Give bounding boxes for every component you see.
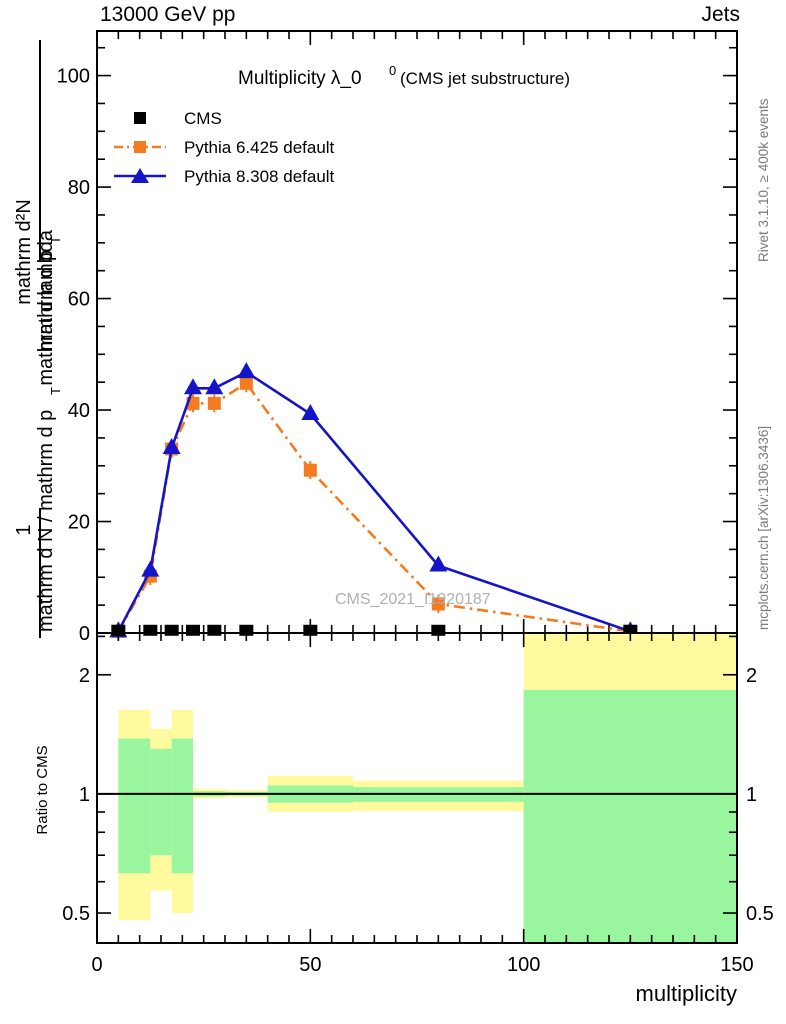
x-tick-label: 50	[299, 954, 321, 976]
main-y-tick-label: 60	[68, 289, 90, 311]
ratio-y-tick-label-left: 1	[79, 784, 90, 806]
data-marker-cms	[303, 624, 318, 636]
ratio-y-tick-label-right: 0.5	[746, 903, 774, 925]
data-marker-cms	[239, 624, 254, 636]
data-marker-pythia8	[141, 560, 160, 577]
data-marker-pythia8	[162, 437, 181, 454]
legend-label: CMS	[184, 109, 222, 128]
ylabel-denominator: mathrm d p	[35, 250, 57, 351]
data-marker-cms	[186, 624, 200, 636]
data-marker-pythia8	[205, 378, 224, 395]
main-y-tick-label: 20	[68, 512, 90, 534]
data-series-group	[109, 362, 640, 641]
plot-title: Multiplicity λ_0 0 (CMS jet substructure…	[238, 63, 570, 89]
data-marker-cms	[111, 624, 126, 636]
ratio-y-tick-labels: 2 2 1 1 0.5 0.5	[62, 665, 774, 925]
ratio-panel-ticks	[96, 633, 738, 943]
x-tick-label: 0	[91, 954, 102, 976]
main-y-tick-label: 100	[57, 66, 90, 88]
ylabel-prefix-denominator-sub: T	[48, 387, 63, 395]
main-y-tick-label: 80	[68, 177, 90, 199]
band-green	[118, 738, 151, 874]
ratio-axis-label: Ratio to CMS	[34, 745, 51, 834]
band-green	[150, 748, 172, 856]
plot-title-superscript: 0	[389, 63, 396, 78]
analysis-watermark: CMS_2021_I1920187	[335, 591, 491, 608]
data-marker-pythia8	[301, 403, 320, 420]
data-marker-pythia6	[303, 463, 317, 477]
ratio-uncertainty-bands	[118, 634, 736, 942]
main-y-tick-labels: 100 80 60 40 20 0	[57, 66, 90, 645]
x-tick-labels: 0 50 100 150	[91, 954, 753, 976]
main-y-tick-label: 40	[68, 400, 90, 422]
ratio-y-tick-label-right: 1	[746, 784, 757, 806]
main-y-tick-label: 0	[79, 623, 90, 645]
ratio-y-tick-label-left: 2	[79, 665, 90, 687]
legend: CMS Pythia 6.425 default Pythia 8.308 defa…	[114, 109, 335, 186]
data-marker-cms	[143, 624, 158, 636]
data-marker-pythia6	[431, 597, 445, 611]
ylabel-denominator-2: mathrm d lambda	[35, 229, 57, 385]
plot-title-main: Multiplicity λ_0	[238, 68, 362, 89]
rivet-version-label: Rivet 3.1.10, ≥ 400k events	[756, 98, 771, 262]
x-tick-label: 150	[720, 954, 753, 976]
legend-marker-square	[134, 112, 146, 124]
legend-marker-triangle	[131, 168, 149, 183]
legend-label: Pythia 6.425 default	[184, 138, 335, 157]
ratio-y-tick-label-right: 2	[746, 665, 757, 687]
data-marker-pythia8	[429, 555, 448, 572]
data-marker-cms	[207, 624, 222, 636]
band-green	[523, 690, 736, 942]
main-y-axis-label: mathrm d²N mathrm d p T mathrm d lambda …	[13, 40, 63, 638]
band-green	[171, 738, 193, 874]
main-panel-ticks	[96, 31, 738, 634]
mcplots-reference-label: mcplots.cern.ch [arXiv:1306.3436]	[756, 426, 771, 630]
legend-marker-square	[134, 141, 146, 153]
ylabel-prefix-numerator: 1	[13, 524, 35, 535]
x-axis-label: multiplicity	[636, 981, 737, 1006]
header-category-label: Jets	[701, 3, 740, 26]
data-marker-pythia6	[239, 376, 253, 390]
data-marker-cms	[164, 624, 179, 636]
x-tick-label: 100	[507, 954, 540, 976]
ylabel-prefix-denominator: mathrm d N / mathrm d p	[35, 410, 57, 632]
legend-label: Pythia 8.308 default	[184, 167, 335, 186]
ylabel-numerator: mathrm d²N	[13, 199, 35, 305]
plot-title-parenthetical: (CMS jet substructure)	[400, 69, 570, 88]
data-marker-cms	[623, 624, 638, 636]
data-marker-pythia6	[207, 396, 221, 410]
data-marker-pythia8	[237, 362, 256, 379]
data-marker-cms	[431, 624, 446, 636]
header-beam-label: 13000 GeV pp	[100, 3, 235, 26]
data-marker-pythia8	[184, 378, 202, 395]
ratio-y-tick-label-left: 0.5	[62, 903, 90, 925]
ylabel-denominator-sub: T	[48, 236, 63, 244]
